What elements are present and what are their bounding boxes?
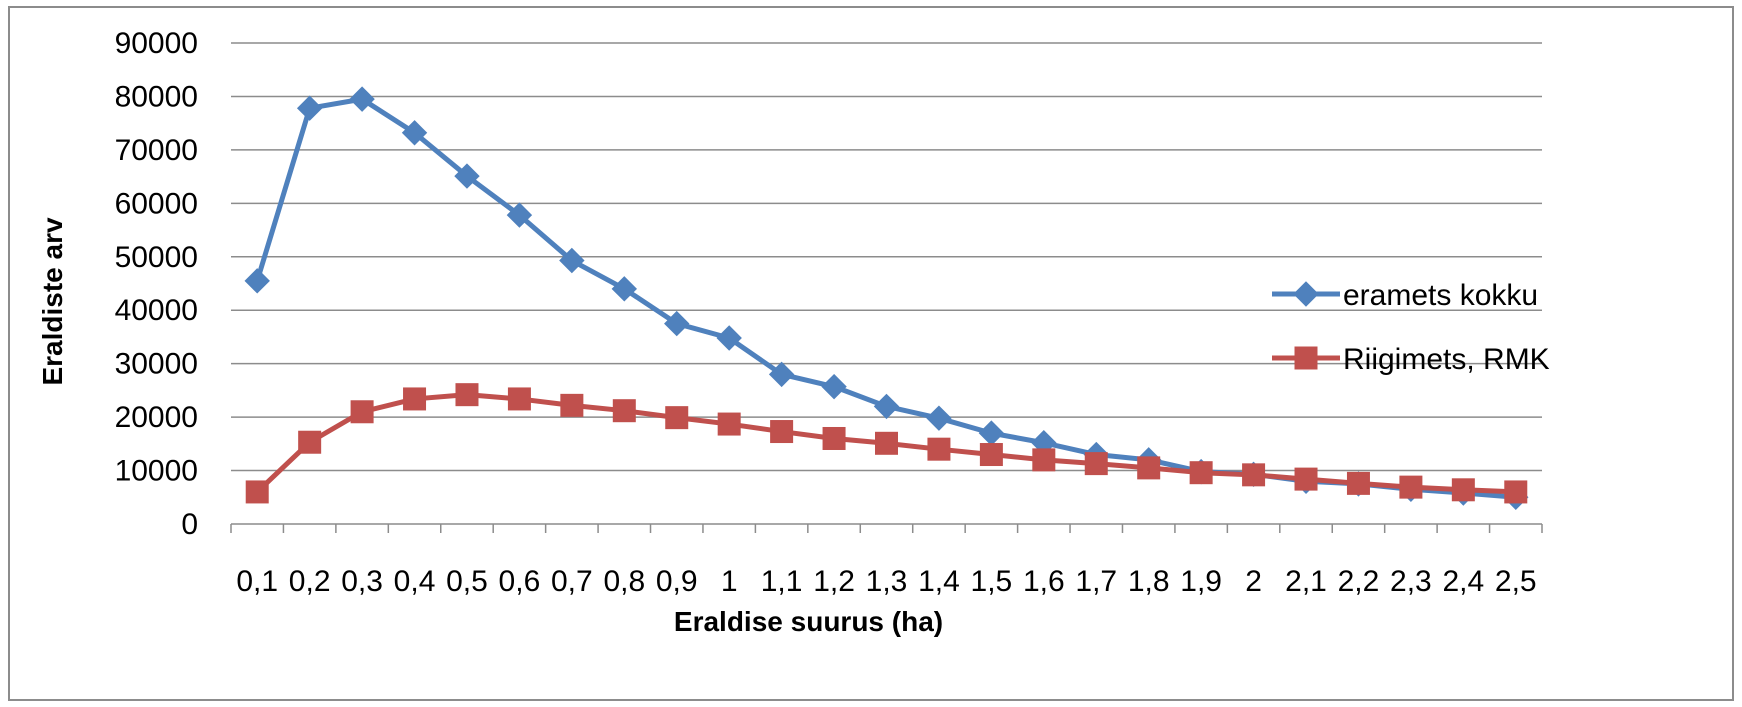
y-tick-label: 80000 xyxy=(115,80,198,113)
x-tick-labels: 0,1 0,2 0,3 0,4 0,5 0,6 0,7 0,8 0,9 1 1,1 1,2 1,3 1,4… xyxy=(236,565,1536,598)
x-tick-label: 2,2 xyxy=(1338,565,1380,598)
legend-swatch-marker xyxy=(1294,346,1318,370)
legend: eramets kokku Riigimets, RMK xyxy=(1272,279,1550,376)
x-tick-label: 1,9 xyxy=(1180,565,1222,598)
y-tick-label: 0 xyxy=(181,508,198,541)
series-riigimets-rmk-point xyxy=(1242,463,1266,487)
series-riigimets-rmk-point xyxy=(245,480,269,504)
x-tick-label: 0,9 xyxy=(656,565,698,598)
series-eramets-kokku-point xyxy=(349,86,375,112)
x-tick-label: 0,4 xyxy=(394,565,436,598)
series-riigimets-rmk-point xyxy=(1189,461,1213,485)
legend-item: eramets kokku xyxy=(1272,279,1538,312)
series-riigimets-rmk-point xyxy=(979,443,1003,467)
x-tick-label: 2,1 xyxy=(1285,565,1327,598)
x-tick-label: 0,3 xyxy=(341,565,383,598)
series-riigimets-rmk-point xyxy=(822,426,846,450)
y-tick-label: 50000 xyxy=(115,241,198,274)
series-eramets-kokku-point xyxy=(401,120,428,146)
legend-label: eramets kokku xyxy=(1343,279,1538,312)
x-tick-label: 2 xyxy=(1245,565,1262,598)
series-eramets-kokku-point xyxy=(244,268,270,294)
x-tick-label: 2,3 xyxy=(1390,565,1432,598)
x-axis-title: Eraldise suurus (ha) xyxy=(674,606,943,637)
series-riigimets-rmk-point xyxy=(1137,456,1161,480)
y-tick-label: 20000 xyxy=(115,401,198,434)
x-tick-label: 0,7 xyxy=(551,565,593,598)
x-tick-label: 1,4 xyxy=(918,565,960,598)
series-layer xyxy=(244,86,1529,510)
series-riigimets-rmk-point xyxy=(1504,480,1528,504)
series-riigimets-rmk-point xyxy=(927,437,951,461)
series-riigimets-rmk-point xyxy=(298,430,322,454)
series-eramets-kokku-point xyxy=(926,405,952,431)
axis-layer xyxy=(230,523,1543,533)
x-tick-label: 2,5 xyxy=(1495,565,1537,598)
chart-svg: 0 10000 20000 30000 40000 50000 60000 70000 8000… xyxy=(37,27,1550,637)
series-eramets-kokku-point xyxy=(821,373,847,400)
series-riigimets-rmk-point xyxy=(1084,452,1108,476)
y-tick-label: 10000 xyxy=(115,455,198,488)
x-tick-label: 1,7 xyxy=(1075,565,1117,598)
series-eramets-kokku-point xyxy=(978,420,1005,446)
y-tick-label: 30000 xyxy=(115,348,198,381)
series-riigimets-rmk xyxy=(245,383,1528,504)
chart-frame: 0 10000 20000 30000 40000 50000 60000 70000 8000… xyxy=(8,6,1734,701)
x-tick-label: 1,8 xyxy=(1128,565,1170,598)
series-eramets-kokku-point xyxy=(296,95,323,121)
x-tick-label: 0,8 xyxy=(603,565,645,598)
series-riigimets-rmk-point xyxy=(1032,448,1056,472)
y-tick-labels: 0 10000 20000 30000 40000 50000 60000 70000 8000… xyxy=(115,27,198,541)
series-eramets-kokku-point xyxy=(559,247,585,274)
series-eramets-kokku-point xyxy=(716,325,742,351)
x-tick-label: 0,5 xyxy=(446,565,488,598)
series-riigimets-rmk-point xyxy=(507,387,531,411)
series-riigimets-rmk-point xyxy=(403,387,427,411)
x-tick-label: 1,2 xyxy=(813,565,855,598)
series-riigimets-rmk-point xyxy=(875,431,898,455)
y-tick-label: 90000 xyxy=(115,27,198,60)
series-riigimets-rmk-point xyxy=(1399,475,1423,499)
y-axis-title: Eraldiste arv xyxy=(37,217,68,386)
series-eramets-kokku-point xyxy=(611,276,638,302)
series-riigimets-rmk-point xyxy=(770,420,794,444)
series-riigimets-rmk-point xyxy=(665,406,689,430)
legend-swatch-marker xyxy=(1293,281,1319,307)
series-riigimets-rmk-point xyxy=(1451,478,1475,502)
series-riigimets-rmk-point xyxy=(455,383,479,407)
series-eramets-kokku-point xyxy=(873,393,900,420)
series-riigimets-rmk-point xyxy=(1294,467,1318,491)
legend-label: Riigimets, RMK xyxy=(1343,343,1550,376)
x-tick-label: 0,2 xyxy=(289,565,331,598)
x-tick-label: 2,4 xyxy=(1442,565,1484,598)
x-tick-label: 1,1 xyxy=(761,565,803,598)
x-tick-label: 1,5 xyxy=(971,565,1013,598)
series-riigimets-rmk-point xyxy=(560,393,584,417)
series-riigimets-rmk-point xyxy=(1346,471,1370,495)
series-riigimets-rmk-point xyxy=(350,400,374,424)
series-riigimets-rmk-point xyxy=(717,412,741,436)
series-eramets-kokku-point xyxy=(506,202,533,228)
x-tick-label: 0,6 xyxy=(499,565,541,598)
y-tick-label: 70000 xyxy=(115,134,198,167)
series-eramets-kokku-point xyxy=(454,163,480,189)
y-tick-label: 60000 xyxy=(115,187,198,220)
x-tick-label: 0,1 xyxy=(236,565,278,598)
x-tick-label: 1,6 xyxy=(1023,565,1065,598)
series-eramets-kokku-point xyxy=(664,310,690,337)
y-tick-label: 40000 xyxy=(115,294,198,327)
x-tick-label: 1 xyxy=(721,565,738,598)
grid-layer xyxy=(231,42,1542,472)
series-riigimets-rmk-point xyxy=(612,399,636,423)
series-eramets-kokku-point xyxy=(768,361,795,388)
x-tick-label: 1,3 xyxy=(866,565,908,598)
legend-item: Riigimets, RMK xyxy=(1272,343,1550,376)
